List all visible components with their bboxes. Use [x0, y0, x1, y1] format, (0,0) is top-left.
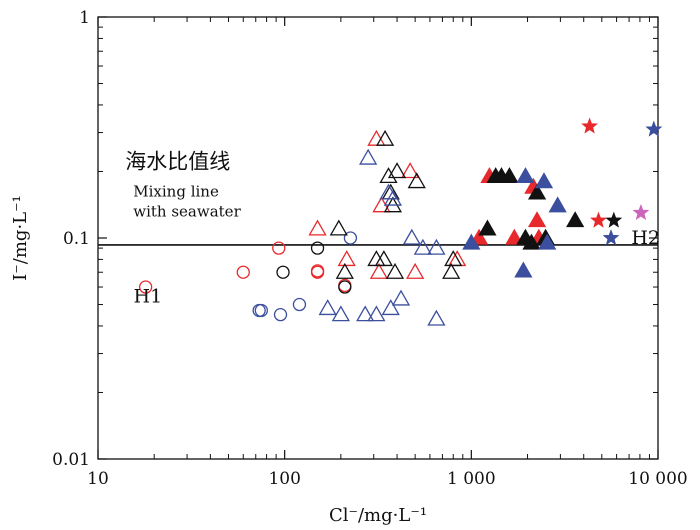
data-point-open-circle-blue	[273, 307, 288, 322]
data-point-open-triangle-black	[335, 262, 354, 279]
data-point-open-triangle-red	[406, 262, 425, 279]
data-point-open-circle-blue	[343, 231, 358, 245]
data-point-filled-star-black	[605, 211, 623, 228]
data-point-open-triangle-blue	[402, 228, 421, 245]
data-point-filled-triangle-blue	[516, 167, 535, 184]
data-point-open-triangle-blue	[318, 299, 337, 316]
data-point-open-triangle-black	[385, 262, 405, 279]
data-point-filled-triangle-black	[478, 219, 497, 236]
annotation-h2: H2	[631, 227, 660, 249]
y-axis-label: I⁻/mg·L⁻¹	[10, 195, 31, 281]
x-tick-label: 1 000	[447, 469, 496, 489]
data-point-filled-triangle-black	[500, 167, 519, 184]
data-point-filled-star-pink	[632, 203, 650, 220]
data-point-filled-triangle-black	[566, 211, 585, 228]
data-point-open-circle-red	[236, 265, 250, 279]
data-point-open-triangle-blue	[427, 238, 446, 255]
mixing-line-label-en-2: with seawater	[133, 202, 241, 220]
data-point-open-triangle-blue	[391, 289, 411, 306]
data-point-open-triangle-blue	[331, 305, 350, 322]
data-points	[139, 117, 663, 326]
data-point-filled-triangle-black	[522, 233, 541, 250]
data-point-open-triangle-blue	[356, 305, 375, 322]
data-point-filled-triangle-blue	[514, 261, 533, 278]
data-point-open-triangle-red	[337, 250, 356, 267]
y-tick-label: 0.01	[52, 450, 90, 470]
data-point-open-circle-black	[276, 265, 290, 279]
x-tick-label: 100	[268, 469, 300, 489]
data-point-filled-triangle-blue	[538, 233, 557, 250]
data-point-open-triangle-black	[444, 250, 463, 267]
data-point-filled-triangle-red	[527, 211, 547, 228]
data-point-filled-star-red	[590, 211, 607, 228]
mixing-line-label-en-1: Mixing line	[133, 182, 219, 200]
data-point-filled-star-blue	[602, 229, 620, 246]
data-point-open-circle-red	[272, 241, 286, 255]
y-tick-label: 0.1	[63, 229, 90, 249]
data-point-filled-triangle-red	[505, 228, 524, 245]
data-point-filled-star-blue	[645, 120, 663, 137]
data-point-open-circle-red	[310, 264, 325, 278]
data-point-filled-triangle-blue	[462, 233, 481, 250]
data-point-open-triangle-blue	[413, 238, 432, 255]
data-point-open-circle-blue	[292, 297, 307, 312]
data-point-open-triangle-black	[379, 167, 398, 184]
y-tick-label: 1	[79, 8, 90, 28]
data-point-filled-star-red	[581, 117, 599, 134]
plot-frame	[97, 16, 659, 460]
data-point-open-triangle-blue	[381, 299, 400, 316]
data-point-open-triangle-black	[407, 172, 426, 189]
data-point-open-circle-black	[338, 280, 352, 294]
data-point-open-triangle-red	[401, 162, 420, 179]
data-point-open-triangle-black	[442, 262, 461, 279]
data-point-open-triangle-blue	[367, 305, 386, 322]
x-axis-label: Cl⁻/mg·L⁻¹	[329, 505, 427, 526]
annotation-h1: H1	[134, 285, 163, 307]
data-point-filled-triangle-black	[527, 183, 547, 200]
mixing-line-label-cn: 海水比值线	[125, 149, 230, 173]
data-point-open-circle-black	[310, 241, 325, 255]
x-tick-label: 10	[87, 469, 109, 489]
data-point-open-triangle-blue	[359, 148, 378, 165]
data-point-open-triangle-black	[374, 250, 393, 267]
data-point-filled-triangle-blue	[548, 196, 567, 213]
data-point-filled-triangle-blue	[534, 172, 554, 189]
x-tick-label: 10 000	[628, 469, 687, 489]
data-point-open-triangle-black	[329, 219, 348, 236]
data-point-open-triangle-black	[387, 162, 407, 179]
data-point-open-triangle-blue	[427, 309, 446, 326]
data-point-open-circle-red	[139, 280, 153, 294]
axis-ticks: 10 100 1 000 10 000 0.01 0.1 1	[52, 8, 688, 489]
data-point-open-circle-blue	[254, 303, 268, 318]
data-point-open-triangle-blue	[383, 189, 403, 206]
data-point-open-triangle-red	[367, 129, 386, 146]
data-point-open-triangle-red	[369, 262, 389, 279]
data-point-open-triangle-black	[375, 129, 395, 146]
data-point-open-triangle-red	[308, 219, 327, 236]
